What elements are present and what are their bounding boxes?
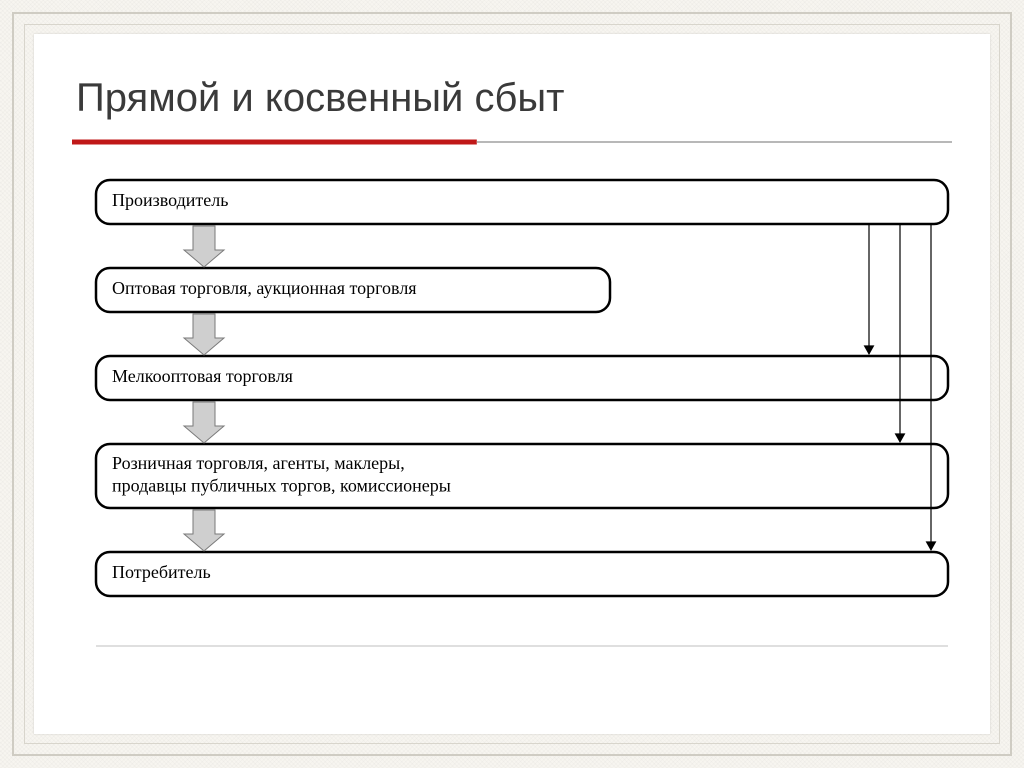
diagram-svg: Производитель Оптовая торговля, аукционна… [34, 34, 990, 734]
thin-arrow-head-icon [926, 541, 937, 551]
flow-node-label: продавцы публичных торгов, комиссионеры [112, 475, 451, 495]
flow-node-label: Оптовая торговля, аукционная торговля [112, 278, 417, 298]
flow-node-n4 [96, 552, 948, 596]
block-arrow-icon [184, 314, 224, 355]
page: Прямой и косвенный сбыт ПроизводительОпт… [0, 0, 1024, 768]
flow-node-label: Мелкооптовая торговля [112, 366, 293, 386]
flow-node-label: Розничная торговля, агенты, маклеры, [112, 453, 405, 473]
block-arrow-icon [184, 402, 224, 443]
block-arrow-icon [184, 226, 224, 267]
block-arrow-icon [184, 510, 224, 551]
slide: Прямой и косвенный сбыт ПроизводительОпт… [34, 34, 990, 734]
thin-arrow-head-icon [864, 345, 875, 355]
thin-arrow-head-icon [895, 433, 906, 443]
flow-node-label: Производитель [112, 190, 228, 210]
flow-node-label: Потребитель [112, 562, 211, 582]
